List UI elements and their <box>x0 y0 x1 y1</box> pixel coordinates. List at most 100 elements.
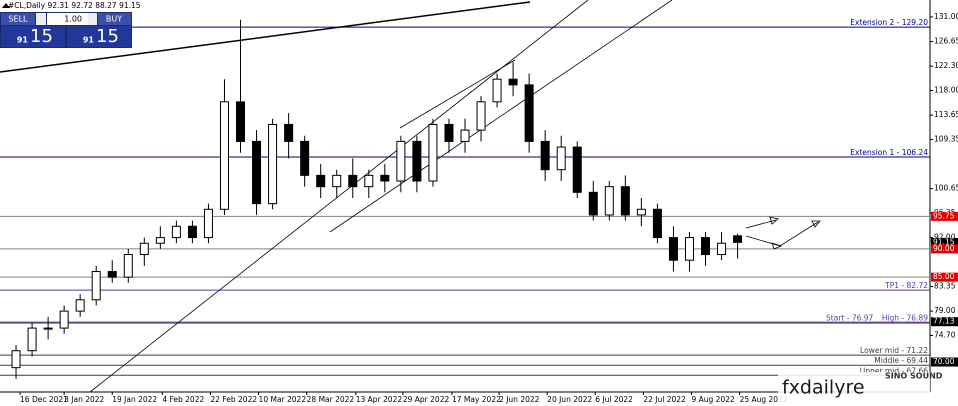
candle-body <box>572 146 582 193</box>
candle-body <box>620 186 630 216</box>
candle-body <box>556 146 566 171</box>
y-tick-label: 92.00 <box>934 233 956 242</box>
ohlc-high: 92.72 <box>71 1 93 10</box>
y-tick-label: 113.65 <box>934 110 958 119</box>
channel-line <box>329 0 673 233</box>
price-tag-label: 70.00 <box>933 357 955 366</box>
candle-body <box>636 208 646 216</box>
x-tick-label: 28 Mar 2022 <box>307 395 355 404</box>
arrow-head <box>771 242 783 250</box>
candle-body <box>380 174 390 182</box>
price-tag-label: 77.13 <box>933 317 955 326</box>
level-label: Start - 76.97 _ High - 76.89 <box>826 314 928 323</box>
ask-small: 15 <box>96 26 119 47</box>
projection-arrows <box>745 216 821 250</box>
candle-body <box>428 123 438 182</box>
x-tick-label: 20 Jun 2022 <box>547 395 592 404</box>
x-tick-label: 2 Jun 2022 <box>499 395 540 404</box>
ask-big: 91 <box>83 36 95 45</box>
candle-body <box>316 174 326 188</box>
candle-body <box>27 327 37 352</box>
candle-body <box>540 140 550 171</box>
volume-spin[interactable] <box>88 13 97 25</box>
candle-body <box>701 237 711 256</box>
price-tag <box>931 357 958 367</box>
y-tick-label: 131.00 <box>934 12 958 21</box>
candle-body <box>187 225 197 239</box>
x-tick-label: 19 Jan 2022 <box>112 395 157 404</box>
candle-body <box>219 101 229 210</box>
candle-body <box>604 186 614 216</box>
volume-field[interactable] <box>47 13 97 25</box>
candle-body <box>588 191 598 216</box>
watermark: fxdailyre SINO SOUND <box>778 372 943 406</box>
level-label: TP1 - 82.72 <box>884 281 928 290</box>
candle-body <box>412 140 422 182</box>
candle-body <box>107 271 117 278</box>
watermark-bg <box>778 372 930 406</box>
x-tick-label: 17 May 2022 <box>452 395 501 404</box>
ask-box[interactable] <box>67 26 131 47</box>
arrow-head <box>769 216 779 225</box>
level-label: Extension 2 - 129.20 <box>850 18 928 27</box>
level-label: Middle - 69.44 <box>874 356 928 365</box>
candle-body <box>492 78 502 103</box>
candle-body <box>476 101 486 131</box>
price-tag-label: 90.00 <box>933 244 955 253</box>
x-tick-label: 25 Aug 2022 <box>740 395 788 404</box>
candle-body <box>508 78 518 86</box>
bid-small: 15 <box>30 26 53 47</box>
buy-label: BUY <box>106 15 122 24</box>
price-tag-label: 91.15 <box>933 237 955 246</box>
price-tag <box>931 244 958 254</box>
candle-body <box>91 271 101 301</box>
candle-body <box>155 237 165 244</box>
y-tick-label: 109.35 <box>934 134 958 143</box>
sell-label: SELL <box>8 15 28 24</box>
candle-body <box>236 101 246 142</box>
candle-body <box>11 350 21 369</box>
x-tick-label: 22 Jul 2022 <box>643 395 686 404</box>
ohlc-open: 92.31 <box>47 1 69 10</box>
candle-body <box>252 140 262 205</box>
bid-big: 91 <box>17 36 29 45</box>
candle-body <box>348 174 358 188</box>
trade-panel: SELL 1.00 BUY 91 15 91 15 <box>0 12 132 48</box>
candle-body <box>364 174 374 188</box>
x-tick-label: 29 Apr 2022 <box>403 395 450 404</box>
sell-button[interactable] <box>1 13 35 25</box>
y-tick-label: 122.30 <box>934 61 958 70</box>
price-tag <box>931 211 958 221</box>
x-tick-label: 22 Feb 2022 <box>210 395 257 404</box>
candle-body <box>444 123 454 142</box>
candle-body <box>684 237 694 261</box>
price-tag <box>931 317 958 327</box>
candle-body <box>524 84 534 142</box>
level-label: Extension 1 - 106.24 <box>850 148 928 157</box>
candle-body <box>139 242 149 256</box>
collapse-icon[interactable] <box>2 3 10 8</box>
level-label: Lower mid - 71.22 <box>860 346 928 355</box>
candle-body <box>652 208 662 239</box>
bid-box[interactable] <box>1 26 65 47</box>
candle-body <box>733 235 743 243</box>
candle-body <box>203 208 213 239</box>
channel-line <box>89 0 589 393</box>
ohlc-low: 88.27 <box>95 1 117 10</box>
trend-lines <box>0 0 673 393</box>
candle-body <box>460 129 470 142</box>
arrow-head <box>811 220 821 228</box>
x-tick-label: 6 Jul 2022 <box>595 395 633 404</box>
price-tag <box>931 237 958 247</box>
volume-dropdown[interactable] <box>36 13 46 25</box>
symbol: #CL,Daily <box>8 1 46 10</box>
channel-line <box>399 59 516 129</box>
buy-button[interactable] <box>98 13 131 25</box>
watermark-brand: SINO SOUND <box>885 372 943 381</box>
x-tick-label: 13 Apr 2022 <box>356 395 403 404</box>
x-tick-label: 3 Jan 2022 <box>64 395 104 404</box>
x-tick-label: 4 Feb 2022 <box>162 395 204 404</box>
candle-body <box>284 123 294 142</box>
